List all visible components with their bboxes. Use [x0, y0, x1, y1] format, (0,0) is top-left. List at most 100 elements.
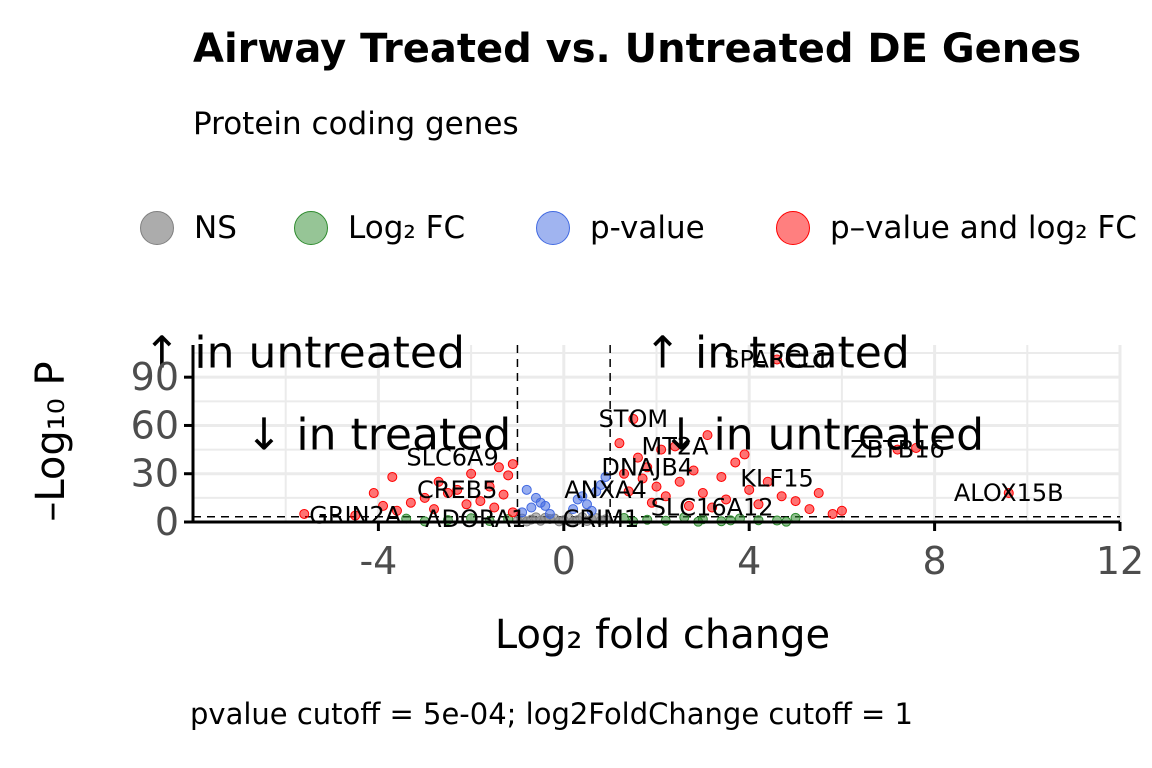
- y-tick-label: 0: [155, 500, 179, 544]
- y-tick-label: 60: [131, 403, 179, 447]
- data-point: [716, 471, 727, 482]
- data-point: [572, 494, 583, 505]
- data-point: [730, 457, 741, 468]
- legend-item-log2fc: Log₂ FC: [294, 200, 465, 256]
- gene-label: KLF15: [740, 465, 813, 493]
- gene-label: GRIN2A: [309, 502, 402, 530]
- gene-label: CRIM1: [563, 505, 640, 533]
- region-annotation: ↑ in untreated: [144, 328, 465, 379]
- series-2: [517, 471, 611, 519]
- data-point: [350, 510, 361, 521]
- data-point: [697, 488, 708, 499]
- gene-label: CREB5: [417, 476, 497, 504]
- y-axis-label: –Log₁₀ P: [28, 361, 74, 521]
- data-point: [568, 504, 579, 515]
- data-point: [813, 488, 824, 499]
- data-point: [911, 442, 922, 453]
- data-point: [429, 504, 440, 515]
- data-point: [433, 476, 444, 487]
- data-point: [530, 492, 541, 503]
- data-point: [507, 459, 518, 470]
- data-point: [387, 471, 398, 482]
- chart-title: Airway Treated vs. Untreated DE Genes: [193, 26, 1082, 72]
- x-tick-label: 12: [1096, 539, 1144, 583]
- legend-item-pvalue-and-log2fc: p–value and log₂ FC: [776, 200, 1137, 256]
- data-point: [623, 486, 634, 497]
- data-point: [772, 354, 783, 365]
- legend-label-log2fc: Log₂ FC: [348, 210, 466, 246]
- data-point: [707, 502, 718, 513]
- data-point: [489, 502, 500, 513]
- gene-label: MT2A: [642, 432, 710, 460]
- data-point: [683, 500, 694, 511]
- x-axis-label: Log₂ fold change: [495, 612, 830, 658]
- x-tick-label: 4: [737, 539, 761, 583]
- gene-label: ZBTB16: [850, 436, 945, 464]
- data-point: [452, 484, 463, 495]
- data-point: [498, 489, 509, 500]
- gene-label: SLC16A12: [651, 494, 774, 522]
- data-point: [688, 465, 699, 476]
- data-point: [600, 471, 611, 482]
- data-point: [614, 438, 625, 449]
- data-point: [299, 508, 310, 519]
- data-point: [646, 497, 657, 508]
- data-point: [619, 468, 630, 479]
- legend-label-pvalue-and-log2fc: p–value and log₂ FC: [830, 210, 1137, 246]
- data-point: [493, 462, 504, 473]
- data-point: [827, 508, 838, 519]
- legend-label-ns: NS: [194, 210, 237, 246]
- x-tick-label: -4: [359, 539, 397, 583]
- gene-label: SPARCL1: [724, 345, 829, 373]
- data-point: [804, 504, 815, 515]
- data-point: [753, 499, 764, 510]
- data-point: [637, 473, 648, 484]
- data-point: [475, 496, 486, 507]
- y-tick-label: 30: [131, 452, 179, 496]
- data-point: [762, 476, 773, 487]
- data-point: [368, 488, 379, 499]
- data-point: [721, 494, 732, 505]
- legend-key-pvalue: [536, 211, 570, 245]
- data-point: [651, 481, 662, 492]
- gene-label: ALOX15B: [954, 479, 1064, 507]
- data-point: [405, 497, 416, 508]
- data-point: [521, 484, 532, 495]
- data-point: [744, 484, 755, 495]
- data-point: [836, 505, 847, 516]
- gene-label: ADORA1: [425, 505, 526, 533]
- data-point: [628, 414, 639, 425]
- data-point: [530, 512, 541, 523]
- region-annotation: ↓ in untreated: [663, 410, 984, 461]
- data-point: [595, 479, 606, 490]
- legend-key-ns: [140, 211, 174, 245]
- data-point: [442, 488, 453, 499]
- data-point: [378, 500, 389, 511]
- data-point: [632, 452, 643, 463]
- legend-item-pvalue: p-value: [536, 200, 705, 256]
- data-point: [544, 508, 555, 519]
- data-point: [503, 470, 514, 481]
- data-point: [790, 496, 801, 507]
- data-point: [419, 492, 430, 503]
- chart-caption: pvalue cutoff = 5e-04; log2FoldChange cu…: [190, 697, 914, 731]
- data-point: [660, 491, 671, 502]
- gene-label: STOM: [599, 405, 669, 433]
- chart-subtitle: Protein coding genes: [193, 106, 519, 142]
- x-tick-label: 8: [923, 539, 947, 583]
- gene-label: DNAJB4: [601, 453, 693, 481]
- data-point: [892, 444, 903, 455]
- data-point: [670, 441, 681, 452]
- data-point: [461, 499, 472, 510]
- legend-key-pvalue-and-log2fc: [776, 211, 810, 245]
- data-point: [1003, 488, 1014, 499]
- data-point: [391, 505, 402, 516]
- data-point: [656, 444, 667, 455]
- data-point: [776, 491, 787, 502]
- legend-key-log2fc: [294, 211, 328, 245]
- data-point: [540, 500, 551, 511]
- x-tick-label: 0: [552, 539, 576, 583]
- data-point: [507, 507, 518, 518]
- data-point: [484, 481, 495, 492]
- data-point: [702, 430, 713, 441]
